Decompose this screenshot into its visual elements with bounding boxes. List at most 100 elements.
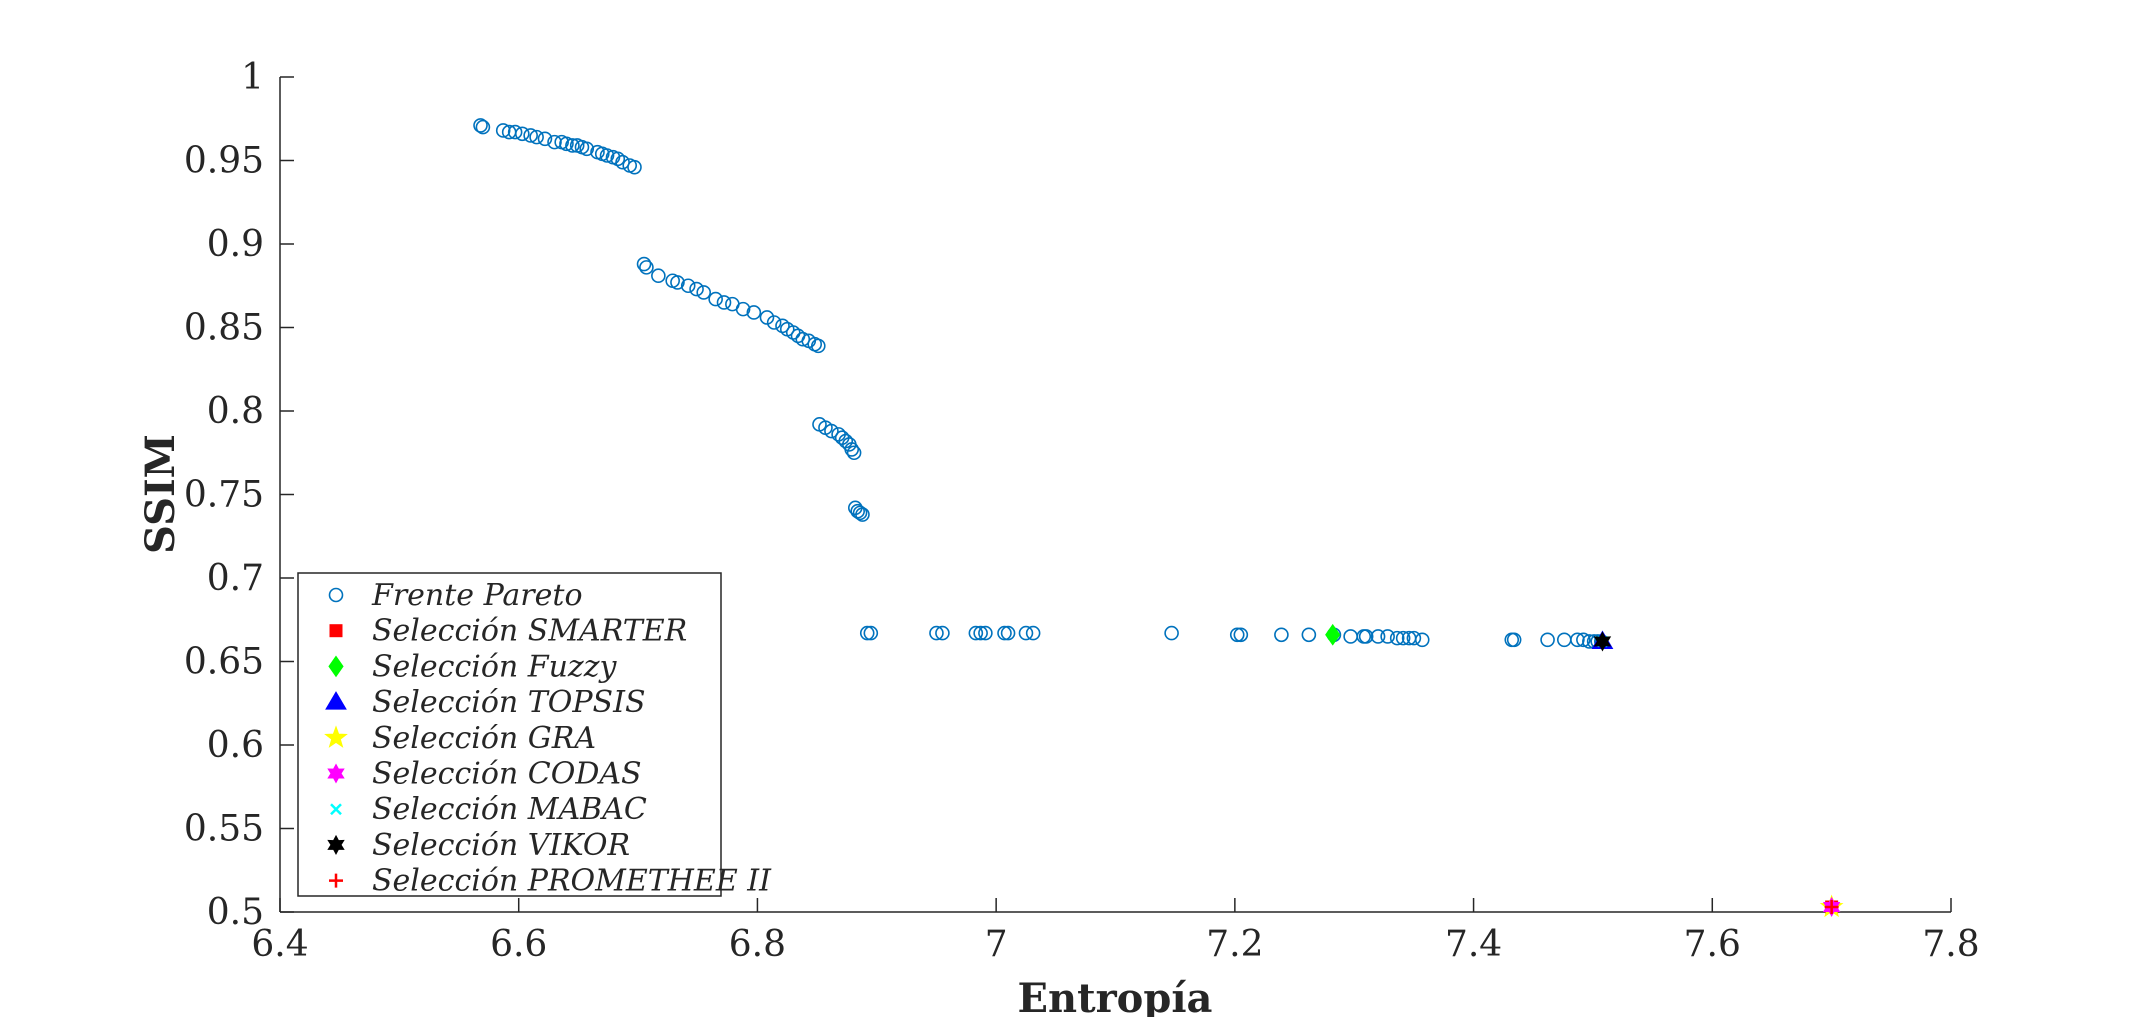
x-tick-label: 6.6 [490,924,547,965]
legend-label: Selección VIKOR [372,828,630,863]
pareto-point [473,118,488,133]
pareto-point [1414,632,1430,648]
data-points [473,118,1844,918]
legend-box [297,572,722,897]
pareto-point [1370,629,1386,644]
pareto-point [1406,630,1422,646]
x-tick-label: 7.6 [1684,924,1741,965]
legend-label: Selección TOPSIS [372,685,646,720]
pareto-point [795,331,811,347]
pareto-point [495,123,511,138]
pareto-point [708,291,723,307]
legend-marker [328,655,344,678]
pareto-point [1164,625,1179,641]
y-axis-title: SSIM [137,434,184,554]
pareto-point [824,423,839,439]
legend-marker [329,624,343,638]
x-tick-label: 7.2 [1206,924,1263,965]
pareto-point [696,285,712,300]
pareto-point [844,442,860,457]
pareto-point [968,625,984,641]
pareto-point [547,134,562,150]
x-tick-label: 7.4 [1445,924,1502,965]
selection-point [1593,631,1612,652]
pareto-point [1229,627,1245,643]
pareto-point [529,129,544,145]
x-tick-label: 7.8 [1922,924,1979,965]
legend-label: Selección MABAC [372,792,647,827]
legend-label: Selección Fuzzy [372,649,618,684]
pareto-point [863,625,879,641]
pareto-point [689,281,704,297]
pareto-point [716,295,732,310]
legend-marker [328,587,344,603]
pareto-point [475,119,491,135]
pareto-point [766,315,782,330]
pareto-point [627,159,642,175]
pareto-point [1380,629,1395,644]
y-ticks: 0.5 0.55 0.6 0.65 0.7 0.75 0.8 0.85 0.9 0.95 1 [184,57,294,933]
legend-marker [325,691,347,710]
pareto-point [1358,629,1374,644]
y-tick-label: 0.55 [184,809,264,850]
pareto-point [997,625,1012,641]
pareto-point [1233,627,1249,643]
pareto-point [929,625,944,641]
pareto-point [855,507,870,522]
pareto-point [1556,632,1572,648]
pareto-point [1301,627,1317,643]
pareto-point [1582,634,1597,649]
y-tick-label: 0.65 [184,642,264,683]
pareto-point [1018,625,1034,641]
y-tick-label: 0.7 [207,558,264,599]
pareto-point [859,625,875,641]
x-tick-label: 7 [985,924,1008,965]
pareto-point [680,278,696,294]
y-tick-label: 0.95 [184,141,264,182]
pareto-point [846,445,862,461]
pareto-point [615,154,630,170]
legend-marker [327,763,345,784]
legend-label: Selección GRA [372,721,596,756]
pareto-point [565,138,580,153]
series-7 [1593,631,1612,652]
x-ticks: 6.4 6.6 6.8 7 7.2 7.4 7.6 7.8 [251,898,1980,965]
pareto-point [599,148,615,163]
pareto-point [735,301,751,317]
pareto-point [1343,629,1358,644]
pareto-point [523,128,538,143]
x-tick-label: 6.8 [729,924,786,965]
pareto-point [1389,630,1405,646]
legend-marker [330,803,342,816]
pareto-point [639,260,654,275]
y-tick-label: 0.6 [207,725,264,766]
pareto-point [1506,632,1522,648]
pareto-point [537,131,553,147]
pareto-point [1395,630,1411,646]
legend-label: Selección PROMETHEE II [372,864,772,899]
pareto-point [636,256,652,272]
pareto-point [746,305,762,320]
pareto-point [651,268,666,284]
pareto-point [1576,632,1591,648]
y-tick-label: 1 [241,57,264,98]
y-tick-label: 0.5 [207,892,264,933]
pareto-point [1274,627,1289,643]
legend-marker [329,873,343,888]
pareto-point [1000,625,1016,641]
x-axis-title: Entropía [1018,975,1213,1017]
legend-label: Selección CODAS [372,757,642,792]
legend-label: Frente Pareto [371,578,583,613]
pareto-point [973,625,988,641]
pareto-point [811,338,826,354]
pareto-point [579,141,595,157]
pareto-point [1025,625,1041,641]
x-tick-label: 6.4 [251,924,308,965]
y-tick-label: 0.85 [184,308,264,349]
y-tick-label: 0.75 [184,475,264,516]
pareto-point [1570,632,1585,648]
selection-point [1824,899,1839,914]
pareto-point [559,136,574,152]
